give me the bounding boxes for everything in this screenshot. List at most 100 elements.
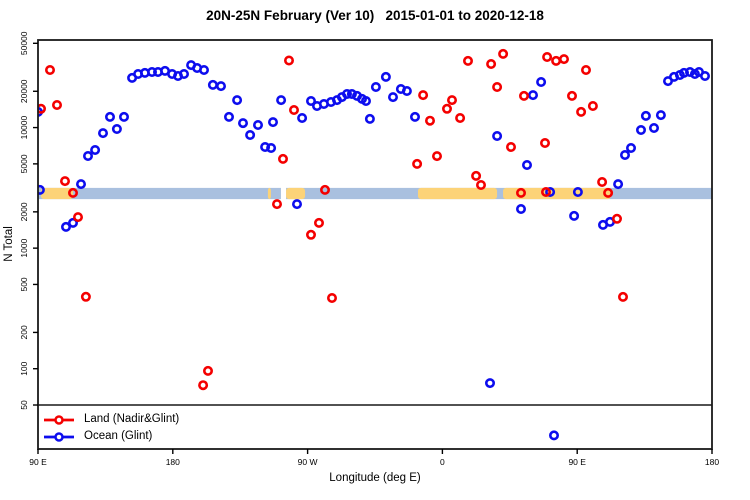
x-axis-label: Longitude (deg E) — [329, 472, 421, 484]
data-point-land — [51, 100, 62, 111]
data-point-land — [498, 48, 509, 59]
data-point-land — [412, 158, 423, 169]
data-point-land — [558, 54, 569, 65]
data-point-land — [492, 82, 503, 93]
data-point-land — [424, 115, 435, 126]
data-point-land — [518, 90, 529, 101]
data-point-land — [59, 176, 70, 187]
legend-symbol — [44, 431, 74, 442]
data-point-ocean — [655, 110, 666, 121]
data-point-ocean — [515, 204, 526, 215]
data-point-land — [288, 105, 299, 116]
data-point-ocean — [380, 71, 391, 82]
x-tick-label: 90 E — [568, 457, 586, 467]
data-point-ocean — [635, 125, 646, 136]
data-point-land — [580, 65, 591, 76]
data-point-ocean — [521, 160, 532, 171]
data-point-ocean — [527, 90, 538, 101]
data-point-land — [431, 151, 442, 162]
data-point-ocean — [341, 89, 352, 100]
reference-band-highlight — [503, 187, 611, 200]
data-point-land — [283, 55, 294, 66]
y-tick-label: 2000 — [19, 202, 29, 221]
data-point-land — [305, 229, 316, 240]
data-point-land — [446, 95, 457, 106]
reference-band-highlight — [40, 187, 74, 200]
data-point-land — [80, 291, 91, 302]
data-point-land — [326, 292, 337, 303]
data-point-ocean — [699, 71, 710, 82]
data-point-ocean — [548, 430, 559, 441]
plot-border — [37, 39, 713, 450]
data-point-ocean — [684, 67, 695, 78]
x-tick-label: 180 — [166, 457, 180, 467]
data-point-ocean — [492, 131, 503, 142]
y-tick-label: 20000 — [19, 79, 29, 103]
data-point-ocean — [648, 123, 659, 134]
plot-area — [38, 186, 712, 201]
data-point-ocean — [90, 145, 101, 156]
y-tick-label: 1000 — [19, 238, 29, 257]
data-point-ocean — [38, 184, 45, 195]
y-tick-label: 50 — [19, 400, 29, 410]
data-point-ocean — [232, 95, 243, 106]
chart-title: 20N-25N February (Ver 10) 2015-01-01 to … — [206, 8, 544, 23]
y-tick-label: 500 — [19, 277, 29, 291]
reference-band-gap — [280, 186, 287, 201]
legend-item: Land (Nadir&Glint) — [42, 411, 179, 428]
data-point-ocean — [387, 92, 398, 103]
data-point-ocean — [98, 128, 109, 139]
legend-item: Ocean (Glint) — [42, 428, 179, 445]
data-point-land — [611, 213, 622, 224]
reference-band-highlight — [417, 187, 498, 200]
data-point-land — [505, 142, 516, 153]
data-point-land — [597, 177, 608, 188]
data-point-ocean — [253, 120, 264, 131]
data-point-ocean — [640, 110, 651, 121]
data-point-ocean — [613, 179, 624, 190]
data-point-land — [198, 380, 209, 391]
data-point-ocean — [305, 96, 316, 107]
data-point-land — [319, 184, 330, 195]
data-point-ocean — [216, 81, 227, 92]
data-point-ocean — [68, 217, 79, 228]
data-point-land — [587, 101, 598, 112]
data-point-land — [38, 103, 46, 114]
data-point-ocean — [360, 96, 371, 107]
data-point-ocean — [266, 143, 277, 154]
data-point-ocean — [83, 151, 94, 162]
data-point-ocean — [276, 95, 287, 106]
legend: Land (Nadir&Glint) Ocean (Glint) — [42, 411, 179, 445]
data-point-ocean — [625, 143, 636, 154]
data-point-ocean — [536, 77, 547, 88]
data-point-land — [551, 55, 562, 66]
data-point-land — [475, 180, 486, 191]
y-tick-label: 10000 — [19, 115, 29, 139]
data-point-ocean — [147, 67, 158, 78]
data-point-ocean — [111, 124, 122, 135]
data-point-land — [540, 187, 551, 198]
land-series — [38, 48, 628, 391]
data-point-land — [44, 65, 55, 76]
data-point-land — [539, 138, 550, 149]
data-point-land — [542, 51, 553, 62]
data-point-land — [566, 90, 577, 101]
x-tick-label: 90 E — [29, 457, 47, 467]
data-point-ocean — [572, 187, 583, 198]
data-point-land — [418, 90, 429, 101]
data-point-land — [68, 187, 79, 198]
data-point-ocean — [569, 210, 580, 221]
legend-symbol — [44, 414, 74, 425]
reference-band-highlight — [267, 187, 271, 200]
data-point-land — [471, 170, 482, 181]
x-tick-label: 180 — [705, 457, 719, 467]
data-point-land — [455, 113, 466, 124]
data-point-ocean — [76, 179, 87, 190]
y-tick-label: 200 — [19, 325, 29, 339]
data-point-ocean — [297, 113, 308, 124]
data-point-land — [515, 187, 526, 198]
data-point-ocean — [619, 150, 630, 161]
x-tick-label: 0 — [440, 457, 445, 467]
data-point-land — [603, 187, 614, 198]
